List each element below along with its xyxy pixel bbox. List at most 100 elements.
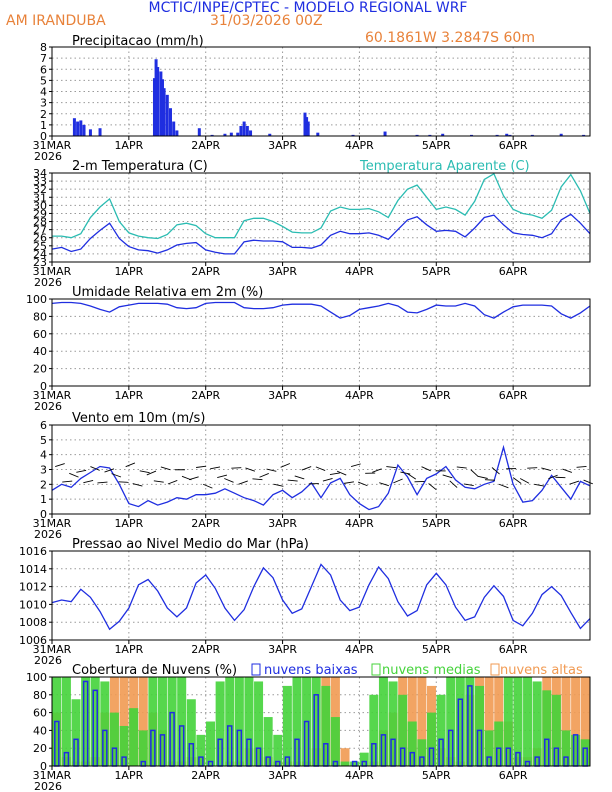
plot-frame <box>51 424 591 515</box>
humidity-panel: Umidade Relativa em 2m (%) 0 20 40 60 80 100 3… <box>26 285 591 413</box>
y-tick-label: 1010 <box>19 598 47 611</box>
x-tick-label: 3APR <box>268 265 297 278</box>
y-tick-label: 24 <box>33 248 47 261</box>
y-tick-label: 0 <box>40 130 47 143</box>
precip-bar <box>268 133 272 136</box>
series-line-vento-10m <box>51 444 591 511</box>
precip-bar <box>156 67 160 136</box>
x-tick-label: 4APR <box>345 769 374 782</box>
cloud-bar-nuvens-medias <box>234 677 244 766</box>
cloud-bar-nuvens-medias <box>273 734 283 766</box>
wind-arrow <box>273 483 284 487</box>
series-line-temperatura-2m <box>51 213 591 255</box>
x-tick-label: 5APR <box>422 389 451 402</box>
precip-bar <box>582 134 586 136</box>
precip-bar <box>229 132 233 136</box>
wind-arrow <box>534 483 545 487</box>
wind-arrow <box>386 466 397 469</box>
y-tick-label: 60 <box>33 707 47 720</box>
wind-arrow <box>259 473 269 478</box>
cloud-bar-nuvens-medias <box>571 734 581 766</box>
cloud-bar-nuvens-altas <box>340 748 350 766</box>
x-tick-label: 4APR <box>345 139 374 152</box>
wind-arrow <box>470 469 479 477</box>
wind-arrow <box>569 480 580 485</box>
y-tick-label: 40 <box>33 345 47 358</box>
wind-arrow <box>463 483 474 487</box>
coords-label: 60.1861W 3.2847S 60m <box>365 30 535 46</box>
cloud-bar-nuvens-medias <box>254 681 264 766</box>
y-tick-label: 0 <box>40 508 47 521</box>
wind-title: Vento em 10m (m/s) <box>72 411 205 426</box>
precip-bar <box>168 108 172 136</box>
cloud-bar-nuvens-medias <box>350 761 360 766</box>
wind-arrow <box>393 478 403 484</box>
cloud-bar-nuvens-medias <box>81 677 91 766</box>
cloud-bar-nuvens-medias <box>71 699 81 766</box>
y-tick-label: 1012 <box>19 581 47 594</box>
cloud-bar-nuvens-medias <box>311 677 321 766</box>
wind-arrow <box>153 480 164 483</box>
y-tick-label: 100 <box>26 671 47 684</box>
y-tick-label: 26 <box>33 232 47 245</box>
precip-bar <box>172 121 176 136</box>
y-tick-label: 5 <box>40 74 47 87</box>
x-tick-label: 6APR <box>499 265 528 278</box>
x-tick-label: 5APR <box>422 265 451 278</box>
x-tick-label: 2APR <box>191 389 220 402</box>
x-tick-sublabel: 2026 <box>34 528 62 541</box>
x-tick-sublabel: 2026 <box>34 654 62 667</box>
x-tick-label: 6APR <box>499 517 528 530</box>
wind-arrow <box>196 465 207 468</box>
x-tick-label: 3APR <box>268 139 297 152</box>
cloud-bar-nuvens-medias <box>388 681 398 766</box>
precip-bar <box>160 79 164 136</box>
wind-arrow <box>238 480 248 485</box>
series-line-pressao <box>51 563 591 631</box>
plot-frame <box>51 172 591 263</box>
pressure-panel: Pressao ao Nivel Medio do Mar (hPa) 1006… <box>19 537 591 667</box>
cloud-bar-nuvens-medias <box>225 677 235 766</box>
plot-frame <box>51 298 591 387</box>
cloud-bar-nuvens-medias <box>196 734 206 766</box>
wind-arrow <box>266 468 277 472</box>
cloud-cover-title: Cobertura de Nuvens (%) <box>72 663 237 678</box>
cloud-bar-nuvens-medias <box>369 694 379 766</box>
y-tick-label: 34 <box>33 167 47 180</box>
cloud-bar-nuvens-medias <box>263 717 273 766</box>
cloud-bar-nuvens-medias <box>475 685 485 766</box>
wind-arrow <box>449 480 458 488</box>
plot-frame <box>51 676 591 767</box>
precip-bar <box>223 133 227 136</box>
x-tick-label: 2APR <box>191 643 220 656</box>
cloud-bar-nuvens-altas <box>561 677 571 766</box>
y-tick-label: 100 <box>26 293 47 306</box>
x-tick-label: 1APR <box>114 389 143 402</box>
y-tick-label: 20 <box>33 742 47 755</box>
legend-label-mid-clouds: nuvens medias <box>382 663 481 678</box>
x-tick-label: 31MAR <box>33 389 72 402</box>
wind-arrow <box>118 481 129 483</box>
wind-arrow <box>97 481 108 484</box>
cloud-cover-panel: Cobertura de Nuvens (%) nuvens baixas nu… <box>26 663 591 792</box>
wind-arrow <box>576 465 587 468</box>
wind-arrow <box>146 470 157 476</box>
cloud-bar-nuvens-medias <box>446 677 456 766</box>
x-tick-label: 31MAR <box>33 139 72 152</box>
x-tick-label: 3APR <box>268 643 297 656</box>
cloud-bar-nuvens-medias <box>215 681 225 766</box>
precip-bar <box>245 125 249 136</box>
precip-bar <box>383 131 387 136</box>
precip-bar <box>508 134 512 136</box>
precipitation-title: Precipitacao (mm/h) <box>72 34 204 49</box>
y-tick-label: 0 <box>40 760 47 773</box>
wind-arrow <box>132 483 143 487</box>
y-tick-label: 2 <box>40 108 47 121</box>
wind-arrow <box>498 483 509 489</box>
cloud-bar-nuvens-medias <box>119 725 129 766</box>
precip-bar <box>79 120 83 136</box>
temperature-title: 2-m Temperatura (C) <box>72 159 208 174</box>
cloud-bar-nuvens-medias <box>292 677 302 766</box>
y-tick-label: 5 <box>40 434 47 447</box>
wind-arrow <box>90 466 100 471</box>
